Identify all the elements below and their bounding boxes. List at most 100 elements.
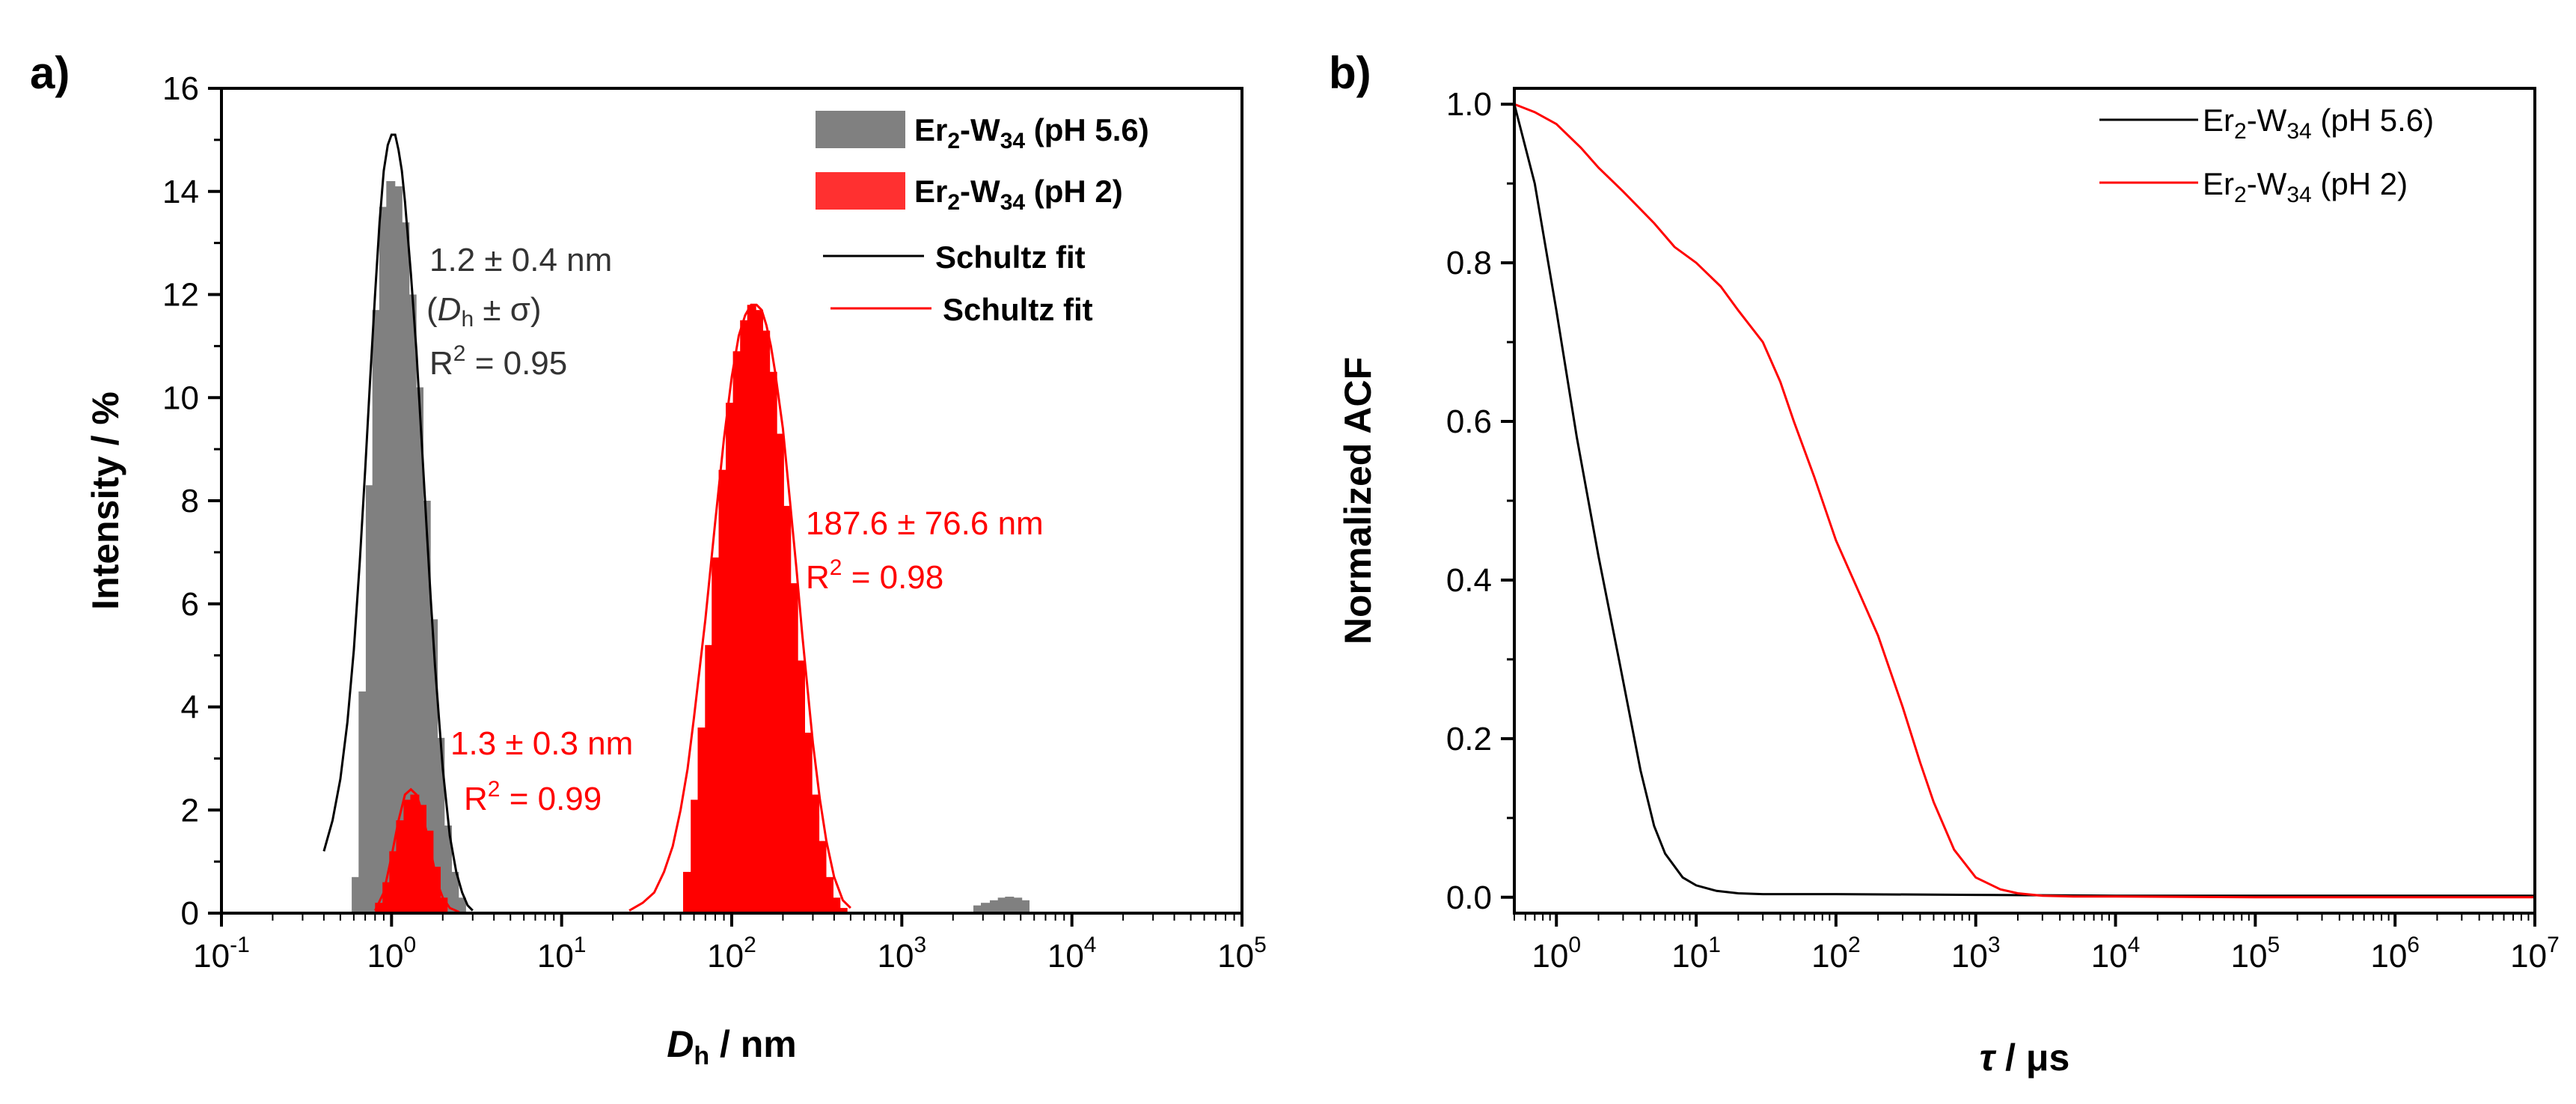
y-tick-label: 0.4 bbox=[1446, 562, 1492, 599]
bar-ph2 bbox=[726, 403, 735, 913]
x-tick-label: 10-1 bbox=[193, 933, 250, 975]
legend-swatch-red bbox=[816, 172, 905, 210]
bar-ph2 bbox=[774, 433, 784, 913]
x-axis-label-b: τ / μs bbox=[1980, 1037, 2070, 1079]
bar-ph56 bbox=[1005, 897, 1015, 913]
x-tick-label: 103 bbox=[1951, 933, 2001, 975]
x-tick-label: 101 bbox=[1671, 933, 1721, 975]
y-tick-label: 2 bbox=[181, 792, 199, 829]
anno-gray-def: (Dh ± σ) bbox=[426, 291, 542, 332]
annotations-a: 1.2 ± 0.4 nm (Dh ± σ) R2 = 0.95 1.3 ± 0.… bbox=[426, 242, 1044, 817]
bar-ph2 bbox=[838, 908, 848, 913]
bar-ph2 bbox=[782, 505, 792, 913]
legend-a: Er2-W34 (pH 5.6) Er2-W34 (pH 2) Schultz … bbox=[816, 111, 1149, 327]
x-tick-label: 104 bbox=[1047, 933, 1097, 975]
fit-line-0 bbox=[322, 133, 474, 912]
y-tick-label: 14 bbox=[162, 174, 199, 210]
y-tick-label: 6 bbox=[181, 586, 199, 623]
y-tick-label: 12 bbox=[162, 277, 199, 314]
bar-ph56 bbox=[400, 222, 410, 914]
bar-ph56 bbox=[1013, 897, 1023, 913]
bar-ph56 bbox=[386, 181, 396, 913]
y-tick-label: 8 bbox=[181, 483, 199, 519]
bar-ph2 bbox=[432, 867, 441, 913]
bar-ph56 bbox=[456, 897, 466, 913]
bar-ph2 bbox=[740, 320, 750, 913]
bar-ph2 bbox=[754, 310, 763, 913]
legend-swatch-gray bbox=[816, 111, 905, 148]
acf-lines bbox=[1513, 103, 2535, 899]
bar-ph2 bbox=[831, 897, 841, 913]
bar-ph56 bbox=[997, 897, 1007, 913]
y-axis-ticks-b: 0.0 0.2 0.4 0.6 0.8 1.0 bbox=[1446, 86, 1514, 916]
bar-ph2 bbox=[817, 841, 827, 913]
legend-label-fit-red: Schultz fit bbox=[943, 292, 1093, 327]
x-tick-label: 105 bbox=[1217, 933, 1267, 975]
plot-frame-b bbox=[1513, 87, 2536, 915]
bar-ph2 bbox=[810, 794, 820, 913]
x-axis-ticks-b: 100 101 102 103 104 105 106 107 bbox=[1514, 913, 2560, 975]
bar-ph2 bbox=[761, 330, 771, 913]
y-tick-label: 1.0 bbox=[1446, 86, 1492, 123]
bar-ph2 bbox=[417, 805, 426, 913]
x-tick-label: 107 bbox=[2510, 933, 2560, 975]
legend-label-fit-black: Schultz fit bbox=[935, 240, 1086, 275]
x-tick-label: 105 bbox=[2231, 933, 2280, 975]
bar-ph2 bbox=[803, 732, 813, 913]
bar-ph2 bbox=[683, 871, 692, 913]
bar-ph2 bbox=[789, 583, 798, 913]
y-tick-label: 4 bbox=[181, 689, 199, 726]
x-tick-label: 102 bbox=[1811, 933, 1861, 975]
bar-ph56 bbox=[1021, 900, 1030, 913]
y-tick-label: 0.8 bbox=[1446, 245, 1492, 281]
fit-lines bbox=[322, 133, 851, 913]
anno-red-small-r2: R2 = 0.99 bbox=[464, 777, 602, 817]
y-tick-label: 16 bbox=[162, 70, 199, 107]
bar-ph56 bbox=[352, 876, 361, 913]
bar-ph2 bbox=[747, 305, 756, 913]
legend-b-label-ph2: Er2-W34 (pH 2) bbox=[2203, 166, 2408, 207]
bar-ph56 bbox=[450, 871, 459, 913]
legend-label-ph56: Er2-W34 (pH 5.6) bbox=[914, 112, 1149, 153]
panel-b: b) 0.0 0.2 0.4 0.6 0.8 1.0 100 101 102 103 104 105… bbox=[1329, 48, 2560, 1079]
x-tick-label: 100 bbox=[1532, 933, 1581, 975]
y-tick-label: 0.0 bbox=[1446, 879, 1492, 916]
anno-gray-r2: R2 = 0.95 bbox=[429, 341, 567, 382]
bar-ph56 bbox=[443, 825, 452, 913]
x-tick-label: 101 bbox=[537, 933, 587, 975]
bar-ph2 bbox=[410, 794, 420, 913]
bar-ph56 bbox=[973, 905, 982, 913]
bar-ph56 bbox=[981, 903, 990, 913]
bar-ph56 bbox=[407, 294, 417, 913]
panel-b-label: b) bbox=[1329, 48, 1371, 98]
y-axis-label-b: Normalized ACF bbox=[1337, 357, 1379, 644]
x-label-d: D bbox=[667, 1023, 694, 1065]
anno-red-large-r2: R2 = 0.98 bbox=[806, 555, 943, 596]
x-axis-ticks-a: 10-1 100 101 102 103 104 105 bbox=[193, 913, 1267, 975]
x-label-sub: h bbox=[694, 1042, 709, 1070]
bars-ph56 bbox=[352, 181, 1030, 914]
bar-ph2 bbox=[691, 799, 700, 913]
x-tick-label: 100 bbox=[367, 933, 417, 975]
bars-ph2 bbox=[375, 305, 848, 913]
legend-b-label-ph56: Er2-W34 (pH 5.6) bbox=[2203, 103, 2434, 144]
bar-ph2 bbox=[396, 820, 406, 913]
bar-ph2 bbox=[824, 876, 833, 913]
bar-ph2 bbox=[389, 851, 399, 913]
bar-ph56 bbox=[372, 310, 382, 913]
x-tick-label: 104 bbox=[2091, 933, 2141, 975]
anno-red-small-value: 1.3 ± 0.3 nm bbox=[450, 725, 633, 762]
y-tick-label: 0.2 bbox=[1446, 721, 1492, 757]
bar-ph2 bbox=[796, 660, 805, 913]
bar-ph2 bbox=[697, 728, 707, 913]
x-tick-label: 106 bbox=[2370, 933, 2420, 975]
bar-ph56 bbox=[414, 387, 423, 913]
bar-ph2 bbox=[732, 351, 742, 913]
bar-ph2 bbox=[768, 371, 777, 913]
bar-ph56 bbox=[990, 900, 999, 913]
y-axis-ticks-a: 0 2 4 6 8 10 12 14 16 bbox=[162, 70, 221, 932]
bar-ph2 bbox=[718, 469, 728, 913]
y-tick-label: 0 bbox=[181, 895, 199, 932]
y-axis-label-a: Intensity / % bbox=[85, 391, 126, 610]
